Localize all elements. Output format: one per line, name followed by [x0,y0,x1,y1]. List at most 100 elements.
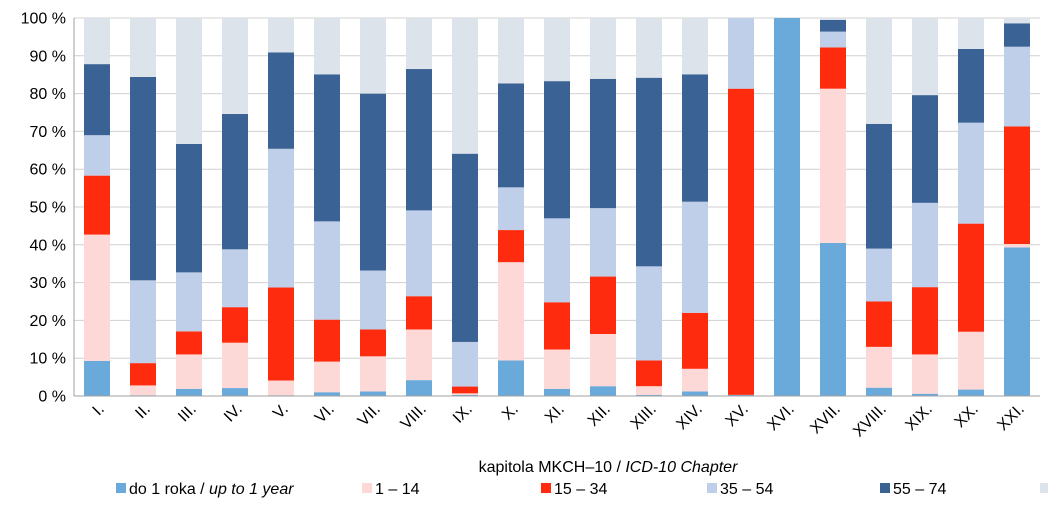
bar-segment [912,95,938,203]
bar-segment [866,248,892,302]
bar-segment [912,393,938,396]
legend-swatch [1040,483,1048,493]
bar-segment [636,360,662,387]
bar-segment [1004,23,1030,47]
legend-label: 35 – 54 [720,481,773,498]
y-tick-label: 100 % [21,11,66,28]
bar-segment [268,18,294,53]
bar-stack [682,18,708,396]
bar-segment [406,380,432,396]
bar-segment [176,331,202,355]
bar-segment [682,201,708,313]
bar-segment [866,123,892,249]
bar-stack [866,18,892,396]
x-tick-label: XVI. [764,401,797,434]
bar-stack [222,18,248,396]
bar-segment [314,319,340,362]
bar-segment [682,18,708,75]
x-tick-label: III. [175,401,200,426]
bar-segment [268,380,294,396]
legend-swatch [116,483,126,493]
bar-segment [314,361,340,393]
bar-segment [176,388,202,396]
bar-segment [314,18,340,75]
x-tick-label: XVII. [807,401,844,438]
bar-segment [360,356,386,392]
bar-segment [222,18,248,115]
bar-segment [590,78,616,209]
bar-segment [728,18,754,89]
legend-label-main: 1 – 14 [375,481,420,498]
bar-segment [222,388,248,396]
bar-segment [452,153,478,342]
bar-stack [636,18,662,396]
bar-segment [268,148,294,288]
bar-segment [544,302,570,350]
bar-segment [1004,18,1030,24]
bar-segment [544,81,570,219]
bar-segment [912,354,938,394]
bar-stack [498,18,524,396]
y-tick-label: 0 % [38,389,66,406]
legend-swatch [541,483,551,493]
bar-segment [590,276,616,335]
bar-segment [728,394,754,396]
bar-segment [84,135,110,176]
bar-segment [130,280,156,364]
bar-segment [222,342,248,389]
legend-swatch [880,483,890,493]
legend-label: 1 – 14 [375,481,420,498]
y-tick-label: 70 % [30,124,66,141]
bar-segment [222,114,248,250]
bar-stack [912,18,938,396]
bar-segment [360,391,386,396]
bar-stack [406,18,432,396]
x-tick-label: IV. [221,401,246,426]
bar-segment [1004,247,1030,396]
bar-stack [774,18,800,396]
bar-segment [544,218,570,303]
bar-segment [406,18,432,70]
bar-segment [958,48,984,123]
bar-segment [866,18,892,124]
bar-segment [84,360,110,396]
x-tick-label: XXI. [994,401,1027,434]
bar-segment [912,18,938,96]
x-tick-label: VIII. [398,401,430,433]
bar-stack [590,18,616,396]
bar-segment [498,262,524,361]
bar-segment [360,18,386,94]
y-tick-label: 40 % [30,237,66,254]
bar-segment [268,287,294,381]
bar-segment [958,122,984,224]
bar-stack [84,18,110,396]
bar-segment [452,394,478,396]
bar-segment [406,296,432,330]
bar-segment [728,88,754,395]
x-tick-label: XIV. [673,401,705,433]
legend-label-main: 55 – 74 [893,481,946,498]
bar-segment [498,83,524,188]
bar-stack [176,18,202,396]
bar-segment [958,389,984,396]
bar-segment [360,329,386,357]
bar-segment [636,18,662,78]
bar-segment [636,77,662,267]
bar-segment [130,76,156,281]
bar-segment [452,393,478,395]
bar-segment [452,18,478,154]
bar-segment [820,242,846,396]
bar-segment [268,52,294,149]
legend-item: 75+ [1040,483,1048,493]
y-axis: 0 % 10 % 20 % 30 % 40 % 50 % 60 % 70 % 80 % 90 % 1… [21,11,75,406]
x-tick-label: II. [132,401,153,422]
bar-segment [636,266,662,361]
bar-segment [452,386,478,394]
bar-segment [590,334,616,387]
legend-label: 15 – 34 [554,481,607,498]
bar-segment [360,93,386,271]
bar-segment [130,363,156,386]
bar-segment [958,331,984,390]
bar-segment [958,18,984,49]
